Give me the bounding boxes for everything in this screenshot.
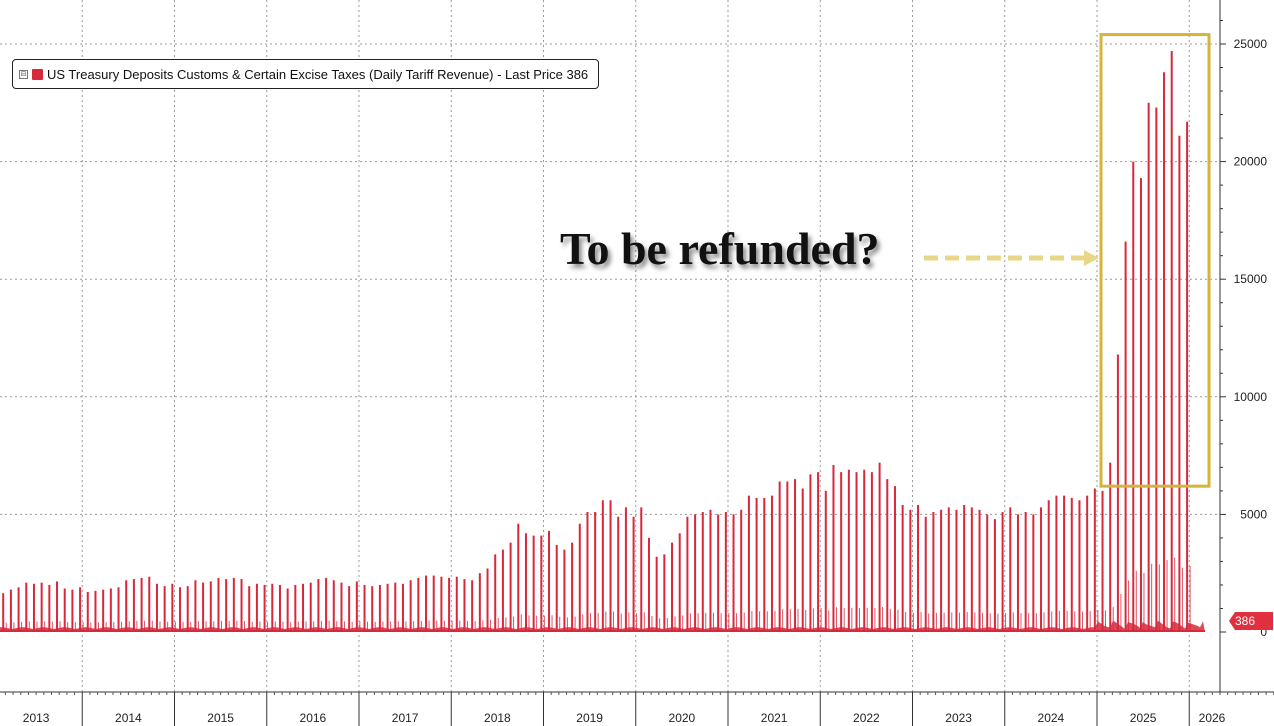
x-tick-label: 2018 — [484, 711, 511, 725]
x-tick-label: 2017 — [392, 711, 419, 725]
last-price-tag: 386 — [1229, 612, 1273, 630]
y-tick-label: 25000 — [1234, 37, 1268, 51]
annotation-text: To be refunded? — [560, 223, 880, 274]
x-tick-label: 2014 — [115, 711, 142, 725]
x-tick-label: 2021 — [761, 711, 788, 725]
y-tick-label: 5000 — [1240, 507, 1267, 521]
y-axis: 0 5000 10000 15000 20000 25000 — [1219, 0, 1268, 692]
series-bars — [2, 51, 1191, 632]
highlight-box — [1099, 33, 1211, 488]
legend-swatch — [32, 68, 43, 80]
highlight-layer — [924, 33, 1211, 488]
x-tick-label: 2025 — [1130, 711, 1157, 725]
y-tick-label: 10000 — [1234, 390, 1268, 404]
x-tick-label: 2016 — [300, 711, 327, 725]
legend-toggle-icon[interactable]: ⊟ — [19, 69, 28, 79]
x-tick-label: 2020 — [669, 711, 696, 725]
baseline-band — [0, 620, 1205, 632]
x-tick-label: 2023 — [945, 711, 972, 725]
y-tick-label: 20000 — [1234, 155, 1268, 169]
chart-legend[interactable]: ⊟ US Treasury Deposits Customs & Certain… — [12, 59, 600, 89]
x-axis: 2013 2014 2015 2016 2017 2018 2019 2020 2021 2022… — [0, 691, 1274, 726]
x-tick-label: 2024 — [1038, 711, 1065, 725]
x-tick-label: 2022 — [853, 711, 880, 725]
annotation-arrow-head — [1084, 250, 1099, 266]
y-tick-label: 15000 — [1234, 272, 1268, 286]
x-tick-label: 2026 — [1199, 711, 1226, 725]
legend-label: US Treasury Deposits Customs & Certain E… — [47, 66, 589, 82]
x-tick-label: 2019 — [576, 711, 603, 725]
x-tick-label: 2013 — [23, 711, 50, 725]
y-tick-label: 0 — [1260, 625, 1267, 639]
x-tick-label: 2015 — [207, 711, 234, 725]
